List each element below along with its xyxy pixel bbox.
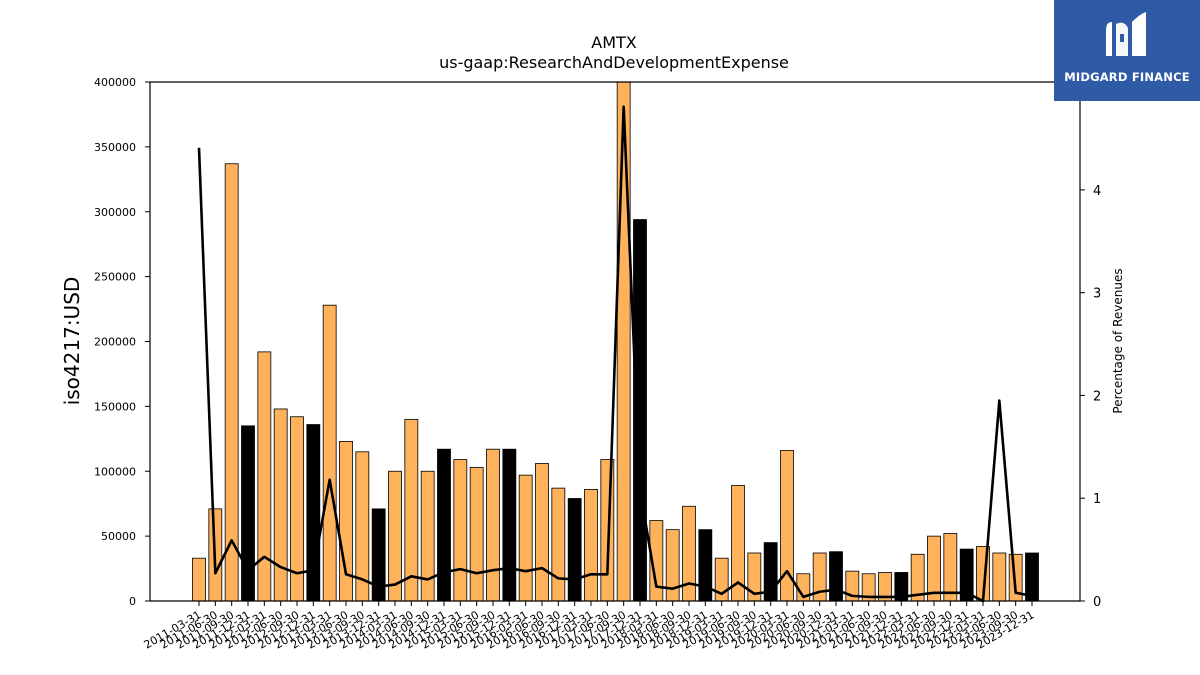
bar-2017-03-31 [584,489,598,602]
y2-tick-label: 0 [1093,595,1101,610]
y-axis-label: iso4217:USD [60,277,84,406]
line-group [197,105,1033,603]
bar-2016-12-31 [567,498,582,602]
y-tick-label: 250000 [94,271,136,284]
y2-tick-label: 2 [1093,389,1101,404]
bar-2020-12-31 [829,551,843,602]
bar-2015-09-30 [486,448,500,602]
bar-2011-09-30 [224,163,239,602]
axes-group: 0 50000 100000 150000 200000 250000 300000 3500… [94,76,1101,652]
bar-2012-12-31 [306,424,321,602]
y-tick-label: 100000 [94,465,136,478]
bar-2016-03-31 [518,474,533,602]
bar-2012-06-30 [273,408,288,602]
bar-2015-12-31 [502,448,517,602]
bar-2018-06-30 [665,529,680,602]
brand-logo: MIDGARD FINANCE [1054,0,1200,101]
chart-subtitle: us-gaap:ResearchAndDevelopmentExpense [439,53,789,72]
bar-2018-12-31 [698,529,713,602]
brand-name: MIDGARD FINANCE [1064,70,1190,84]
bar-2013-03-31 [322,304,337,602]
y-tick-label: 350000 [94,141,136,154]
bar-2017-09-30 [616,81,631,602]
bar-2016-09-30 [551,487,566,602]
y-tick-label: 50000 [101,530,136,543]
bar-2012-03-31 [257,351,272,602]
bar-2014-06-30 [404,418,419,602]
bar-2016-06-30 [535,463,549,602]
y-tick-label: 150000 [94,400,136,413]
chart-title: AMTX [591,33,637,52]
bar-2015-06-30 [469,466,484,602]
y-tick-label: 200000 [94,336,136,349]
y-tick-label: 400000 [94,76,136,89]
bar-2014-09-30 [420,470,435,602]
y2-tick-label: 3 [1093,287,1101,302]
bar-2023-06-30 [992,552,1007,602]
bar-2018-09-30 [682,505,696,602]
y2-tick-label: 1 [1093,492,1101,507]
bar-2015-03-31 [453,459,468,602]
bar-2022-06-30 [927,535,941,602]
y2-tick-label: 4 [1093,184,1101,199]
y-tick-label: 300000 [94,206,136,219]
bar-2011-12-31 [241,425,255,602]
midgard-m-logo-icon [1106,12,1146,57]
bar-2022-09-30 [943,533,958,602]
percent-revenue-line [197,105,1033,603]
y-tick-label: 0 [129,595,136,608]
bar-2011-03-31 [192,557,206,602]
y2-axis-label: Percentage of Revenues [1111,268,1125,413]
bar-2014-12-31 [437,448,451,602]
